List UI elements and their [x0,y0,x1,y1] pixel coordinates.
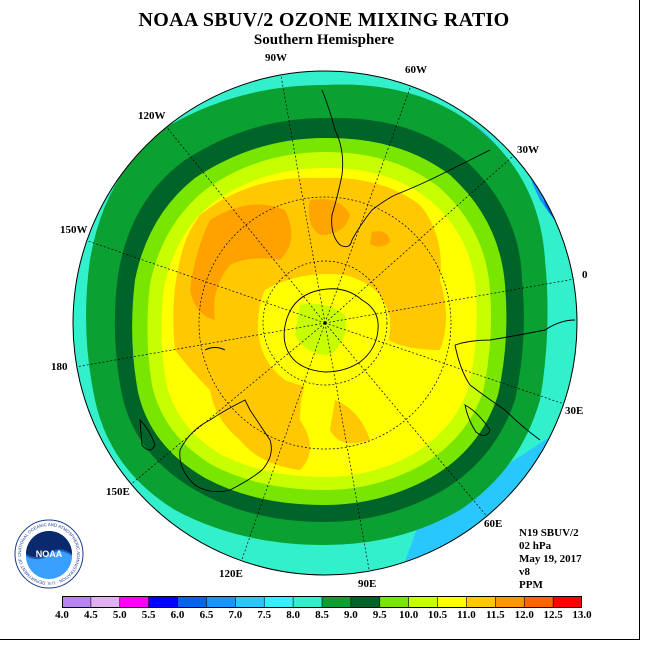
colorbar-swatch [466,596,496,608]
colorbar-swatch [437,596,467,608]
colorbar-label: 12.0 [514,609,534,621]
colorbar-label: 8.0 [286,609,300,621]
colorbar-label: 7.5 [257,609,272,621]
colorbar-swatch [524,596,554,608]
colorbar-swatch [62,596,92,608]
logo-text: NOAA [36,549,63,559]
lon-label-30e: 30E [565,405,583,417]
metadata-block: N19 SBUV/2 02 hPa May 19, 2017 v8 PPM [519,527,582,592]
ozone-field [73,71,577,575]
colorbar-swatch [553,596,582,608]
field-level-7.5-patch-se [400,430,560,575]
lon-label-30w: 30W [517,144,539,156]
south-america-east-coast [351,149,491,241]
date-label: May 19, 2017 [519,553,582,565]
lon-label-60e: 60E [484,518,502,530]
colorbar-swatch [379,596,410,608]
south-america-west-coast [321,89,353,248]
lon-label-150e: 150E [106,486,130,498]
colorbar-label: 10.5 [427,609,448,621]
colorbar-label: 4.0 [55,609,69,621]
satellite-label: N19 SBUV/2 [519,527,579,539]
lon-label-60w: 60W [405,64,427,76]
coastlines [139,89,576,493]
colorbar-label: 12.5 [543,609,563,621]
meridians [73,71,577,575]
lon-label-180: 180 [51,361,68,373]
colorbar-swatch [264,596,294,608]
lon-label-90w: 90W [265,52,287,64]
colorbar-swatch [206,596,236,608]
colorbar-swatch [495,596,525,608]
colorbar-label: 6.0 [170,609,185,621]
colorbar [62,596,582,608]
africa-south-coast [454,319,576,346]
colorbar-swatch [90,596,121,608]
field-level-11.0-patch [330,400,370,444]
lon-label-0: 0 [582,269,588,281]
colorbar-label: 7.0 [228,609,243,621]
lon-label-90e: 90E [358,578,376,590]
noaa-logo: NATIONAL OCEANIC AND ATMOSPHERIC ADMINIS… [14,519,84,589]
colorbar-swatch [235,596,265,608]
island-coast [204,347,226,351]
field-level-11.5-patch-ne [370,231,390,247]
lon-label-120e: 120E [219,568,243,580]
colorbar-swatch [322,596,352,608]
colorbar-labels: 4.0 4.5 5.0 5.5 6.0 6.5 7.0 7.5 8.0 8.5 9.0 9.5 10.0… [0,609,648,625]
new-zealand-coast [139,418,156,451]
colorbar-label: 5.5 [141,609,156,621]
colorbar-swatch [119,596,150,608]
colorbar-swatch [408,596,439,608]
colorbar-label: 5.0 [112,609,127,621]
colorbar-swatch [293,596,323,608]
colorbar-label: 10.0 [399,609,419,621]
colorbar-label: 13.0 [572,609,592,621]
pressure-label: 02 hPa [519,540,552,552]
antarctica-coast [283,288,379,373]
colorbar-label: 11.5 [486,609,505,621]
colorbar-label: 8.5 [315,609,329,621]
figure-frame [0,0,640,640]
africa-east-coast [454,344,541,441]
version-label: v8 [519,566,530,578]
colorbar-swatch [350,596,381,608]
colorbar-label: 11.0 [457,609,476,621]
map-boundary [72,70,578,576]
colorbar-label: 9.5 [372,609,387,621]
map-subtitle: Southern Hemisphere [253,32,395,48]
colorbar-swatch [148,596,179,608]
latitude-circles [198,196,452,450]
madagascar-coast [464,404,491,436]
field-level-11.5-patch-n [308,199,350,235]
lon-label-120w: 120W [138,110,166,122]
field-level-10.0-pole [295,303,346,355]
colorbar-swatch [177,596,207,608]
colorbar-label: 4.5 [84,609,98,621]
map-title: NOAA SBUV/2 OZONE MIXING RATIO [138,9,510,31]
lon-label-150w: 150W [60,224,88,236]
colorbar-label: 6.5 [199,609,214,621]
units-label: PPM [519,579,543,591]
colorbar-label: 9.0 [344,609,358,621]
australia-coast [179,399,272,493]
field-level-11.5-patch-w [190,204,292,320]
